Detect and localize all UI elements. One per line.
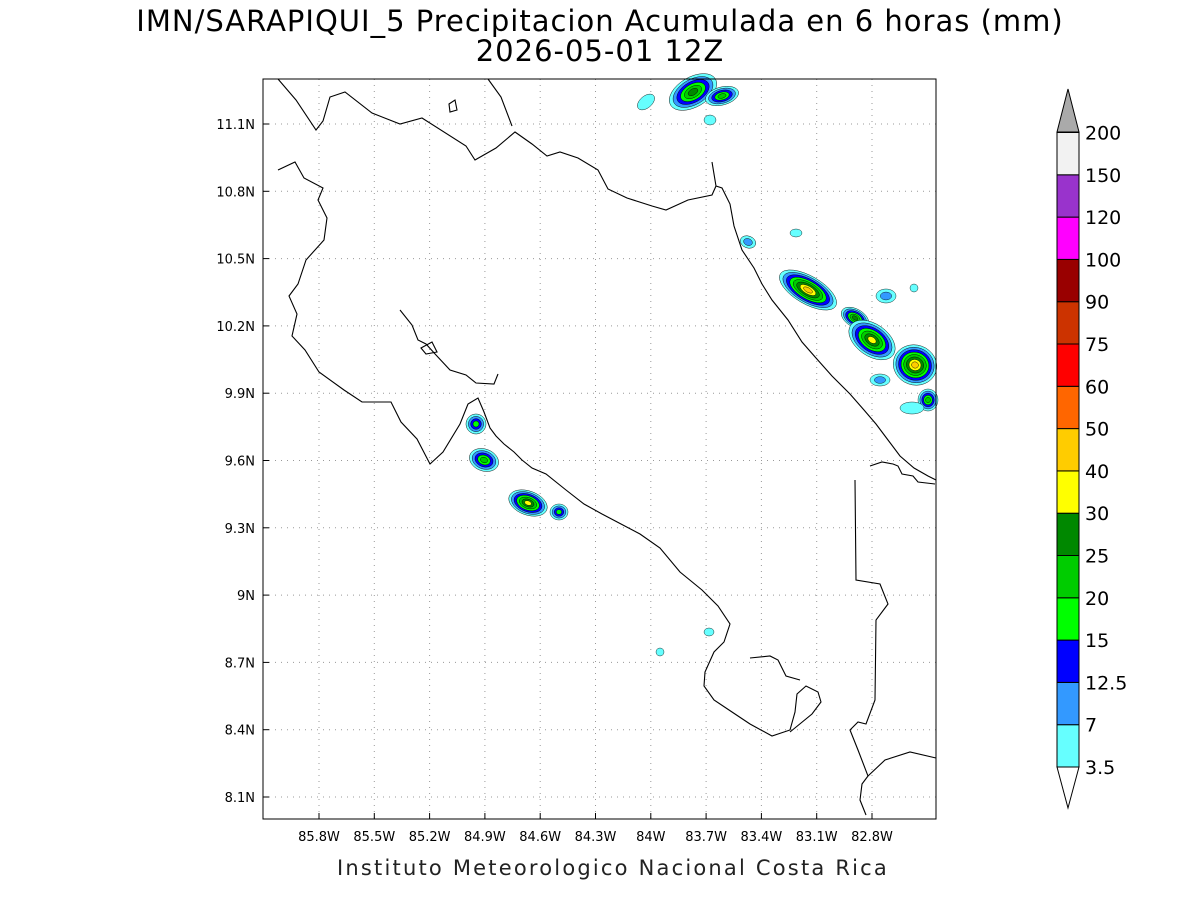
colorbar-swatch (1056, 132, 1080, 176)
colorbar-swatch (1056, 174, 1080, 218)
colorbar-swatch (1056, 385, 1080, 430)
lat-tick-label: 11.1N (216, 118, 255, 133)
precip-contour (743, 238, 753, 246)
colorbar-swatch (1056, 639, 1080, 683)
colorbar-swatch (1056, 470, 1080, 514)
lon-tick-label: 84.6W (519, 830, 561, 845)
lon-tick-label: 83.1W (796, 830, 838, 845)
colorbar-swatch (1056, 216, 1080, 260)
precip-contour (925, 397, 931, 403)
precip-contour (524, 500, 532, 506)
precip-contour (556, 509, 562, 515)
colorbar-swatch (1056, 343, 1080, 387)
coastline-burica (867, 751, 937, 777)
coastline-east-north (487, 78, 513, 127)
precip-contour (803, 286, 813, 294)
lat-tick-label: 9N (237, 589, 255, 604)
colorbar-label: 25 (1085, 546, 1109, 568)
precip-contour (899, 401, 925, 415)
precip-contour (687, 88, 699, 96)
precip-contour (867, 336, 877, 344)
lon-tick-label: 85.5W (353, 830, 395, 845)
colorbar-label: 30 (1085, 503, 1109, 525)
colorbar-min-arrow (1056, 766, 1080, 810)
precip-contour (480, 456, 488, 464)
colorbar-label: 150 (1085, 165, 1121, 187)
lon-tick-label: 82.8W (851, 830, 893, 845)
colorbar-swatch (1056, 555, 1080, 599)
precip-contour (874, 376, 886, 384)
border-inner-south (849, 479, 889, 816)
map-datetime: 2026-05-01 12Z (475, 34, 725, 68)
coastline-osa (749, 655, 801, 681)
border-panama (869, 461, 936, 485)
lat-tick-label: 8.7N (225, 656, 255, 671)
coastline (277, 78, 937, 816)
colorbar-swatch (1056, 301, 1080, 345)
footer-credit: Instituto Meteorologico Nacional Costa R… (337, 856, 889, 880)
coastline-gulf-nicoya (399, 309, 499, 385)
colorbar-swatch (1056, 428, 1080, 472)
lon-tick-label: 85.2W (409, 830, 451, 845)
precip-contour (472, 420, 480, 428)
lon-tick-label: 84.3W (575, 830, 617, 845)
lat-tick-label: 8.1N (225, 791, 255, 806)
lat-tick-label: 10.5N (216, 253, 255, 268)
precip-contour (909, 283, 919, 293)
lat-tick-label: 9.9N (225, 387, 255, 402)
island-shape (448, 99, 458, 113)
precipitation-contours (465, 73, 939, 657)
colorbar-label: 7 (1085, 715, 1097, 737)
colorbar-swatch (1056, 258, 1080, 303)
lat-tick-label: 8.4N (225, 724, 255, 739)
colorbar-max-arrow (1056, 88, 1080, 133)
precip-contour (717, 93, 727, 99)
precip-contour (851, 315, 859, 321)
lat-tick-label: 9.3N (225, 522, 255, 537)
coastline-caribbean (715, 185, 937, 481)
lat-tick-label: 9.6N (225, 455, 255, 470)
lon-tick-label: 84.9W (464, 830, 506, 845)
precip-contour (703, 114, 717, 126)
colorbar-label: 120 (1085, 207, 1121, 229)
precip-contour (637, 93, 655, 111)
precip-contour (655, 647, 665, 657)
precip-contour (880, 291, 892, 301)
map-grid (263, 79, 936, 819)
colorbar-swatch (1056, 512, 1080, 557)
colorbar-label: 200 (1085, 123, 1121, 145)
colorbar-label: 20 (1085, 588, 1109, 610)
colorbar-label: 3.5 (1085, 757, 1115, 779)
colorbar-label: 100 (1085, 249, 1121, 271)
colorbar-label: 12.5 (1085, 672, 1127, 694)
lon-tick-label: 84W (636, 830, 666, 845)
lon-tick-label: 83.7W (685, 830, 727, 845)
colorbar-swatch (1056, 681, 1080, 726)
precip-contour (789, 228, 803, 238)
colorbar-label: 50 (1085, 419, 1109, 441)
lat-tick-label: 10.2N (216, 320, 255, 335)
lat-tick-label: 10.8N (216, 185, 255, 200)
colorbar-label: 40 (1085, 461, 1109, 483)
precip-contour (703, 627, 715, 637)
coastline-north (277, 78, 717, 211)
map-title: IMN/SARAPIQUI_5 Precipitacion Acumulada … (136, 4, 1064, 38)
colorbar-legend: 3.5 7 12.5 15 20 25 30 40 50 60 75 90 100 120 150 200 (1056, 88, 1127, 810)
precip-contour (911, 361, 919, 369)
map-frame (262, 78, 937, 820)
lon-tick-label: 83.4W (740, 830, 782, 845)
colorbar-label: 15 (1085, 630, 1109, 652)
island-chira (420, 341, 438, 355)
colorbar-swatch (1056, 597, 1080, 641)
colorbar-label: 90 (1085, 292, 1109, 314)
colorbar-swatch (1056, 724, 1080, 768)
lon-tick-label: 85.8W (298, 830, 340, 845)
colorbar-label: 60 (1085, 376, 1109, 398)
colorbar-label: 75 (1085, 334, 1109, 356)
coastline-pacific-west (277, 161, 822, 737)
axis-ticks: 85.8W 85.5W 85.2W 84.9W 84.6W 84.3W 84W 83.7W 83… (216, 118, 893, 845)
